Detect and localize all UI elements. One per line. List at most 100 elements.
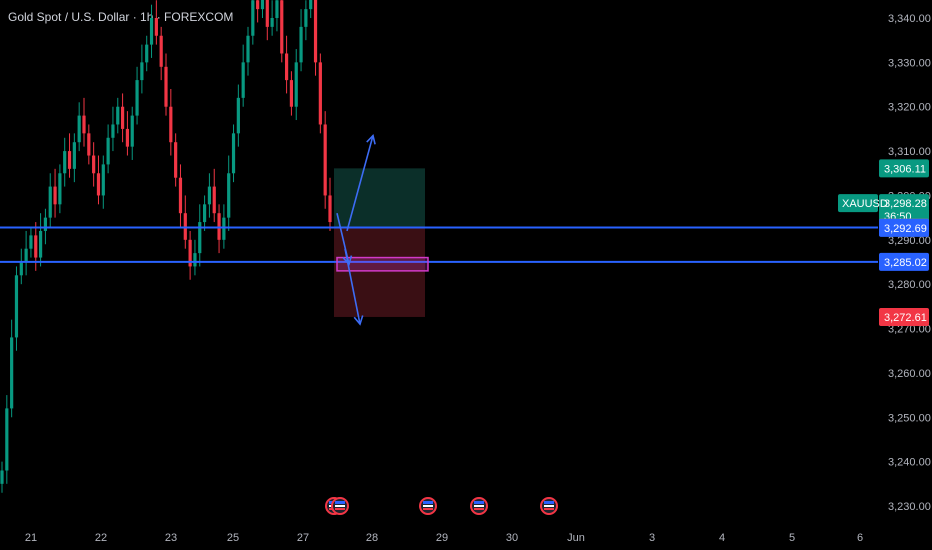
stop-zone[interactable] xyxy=(334,227,425,317)
candle[interactable] xyxy=(111,124,115,138)
candle[interactable] xyxy=(169,106,173,143)
candle[interactable] xyxy=(275,0,279,19)
candle[interactable] xyxy=(260,0,265,10)
arrow-down-short[interactable] xyxy=(336,213,350,265)
y-tick-label: 3,280.00 xyxy=(888,279,931,291)
candle[interactable] xyxy=(159,35,163,67)
candle[interactable] xyxy=(96,173,101,196)
candle[interactable] xyxy=(227,173,231,218)
price-badge-label: 3,292.69 xyxy=(884,223,927,235)
candle[interactable] xyxy=(72,142,76,169)
candle[interactable] xyxy=(323,124,327,196)
x-tick-label: 5 xyxy=(789,532,795,544)
entry-box[interactable] xyxy=(336,256,429,272)
candle[interactable] xyxy=(38,230,43,258)
event-flag-stripe xyxy=(544,505,554,507)
target-zone[interactable] xyxy=(334,168,425,228)
y-tick-label: 3,320.00 xyxy=(888,102,931,114)
candle[interactable] xyxy=(87,133,91,156)
x-tick-label: 23 xyxy=(165,532,177,544)
candle[interactable] xyxy=(24,248,28,262)
y-tick-label: 3,250.00 xyxy=(888,412,931,424)
arrow-down-head xyxy=(353,315,364,326)
candle[interactable] xyxy=(145,44,149,63)
candle[interactable] xyxy=(164,66,168,107)
candle[interactable] xyxy=(29,235,33,249)
candle[interactable] xyxy=(63,151,67,174)
event-flag-stripe xyxy=(474,505,484,507)
price-badge-label: 3,298.28 xyxy=(884,198,927,210)
candle[interactable] xyxy=(280,0,284,54)
candle[interactable] xyxy=(130,115,134,147)
event-flag-stripe xyxy=(335,501,345,504)
candle[interactable] xyxy=(53,186,57,205)
candle[interactable] xyxy=(10,337,14,409)
candle[interactable] xyxy=(67,151,72,169)
candle[interactable] xyxy=(251,0,255,36)
candle[interactable] xyxy=(140,62,144,81)
candle[interactable] xyxy=(193,253,197,267)
event-flag-stripe xyxy=(335,505,345,507)
candle[interactable] xyxy=(313,0,318,63)
candle[interactable] xyxy=(178,177,183,214)
candle[interactable] xyxy=(231,133,236,174)
candle[interactable] xyxy=(135,80,139,116)
candle[interactable] xyxy=(289,80,294,107)
candle[interactable] xyxy=(116,106,120,125)
candle[interactable] xyxy=(106,137,110,165)
candle[interactable] xyxy=(43,217,48,231)
candle[interactable] xyxy=(14,275,19,338)
candle[interactable] xyxy=(58,173,62,205)
event-flag-stripe xyxy=(423,508,433,510)
x-tick-label: 6 xyxy=(857,532,863,544)
candle[interactable] xyxy=(125,128,130,147)
candle[interactable] xyxy=(309,0,313,10)
arrow-up[interactable] xyxy=(346,135,374,232)
price-badge-4 xyxy=(879,218,929,237)
candle[interactable] xyxy=(256,0,260,10)
candle[interactable] xyxy=(304,9,308,27)
candle[interactable] xyxy=(188,239,192,267)
candle[interactable] xyxy=(174,142,178,178)
y-tick-label: 3,330.00 xyxy=(888,57,931,69)
candle[interactable] xyxy=(154,18,158,36)
y-tick-label: 3,270.00 xyxy=(888,324,931,336)
candle[interactable] xyxy=(19,262,23,276)
candle[interactable] xyxy=(284,53,289,81)
candle[interactable] xyxy=(294,62,298,107)
candle[interactable] xyxy=(5,408,9,471)
candle[interactable] xyxy=(198,222,202,254)
candle[interactable] xyxy=(241,62,245,98)
candle[interactable] xyxy=(212,186,216,214)
candle[interactable] xyxy=(246,35,250,63)
candle[interactable] xyxy=(77,115,81,143)
event-flag-stripe xyxy=(474,508,484,510)
candle[interactable] xyxy=(207,186,212,205)
x-tick-label: 22 xyxy=(95,532,107,544)
candle[interactable] xyxy=(101,164,105,196)
y-tick-label: 3,230.00 xyxy=(888,501,931,513)
candle[interactable] xyxy=(299,26,303,63)
candle[interactable] xyxy=(34,235,38,258)
x-tick-label: Jun xyxy=(567,532,585,544)
candle[interactable] xyxy=(92,155,96,174)
candle[interactable] xyxy=(120,106,125,129)
x-tick-label: 21 xyxy=(25,532,37,544)
event-flag-stripe xyxy=(544,508,554,510)
candle[interactable] xyxy=(270,18,274,27)
price-badge-label: 3,272.61 xyxy=(884,312,927,324)
event-flag-stripe xyxy=(423,501,433,504)
price-badge-2 xyxy=(879,194,929,225)
candle[interactable] xyxy=(328,195,332,223)
chart-title: Gold Spot / U.S. Dollar · 1h · FOREXCOM xyxy=(8,10,234,24)
candle[interactable] xyxy=(265,0,269,27)
candle[interactable] xyxy=(236,97,240,134)
candle[interactable] xyxy=(318,62,322,125)
candle[interactable] xyxy=(82,115,86,134)
candle[interactable] xyxy=(222,217,226,240)
candle[interactable] xyxy=(149,18,154,45)
candle[interactable] xyxy=(0,470,4,484)
candle[interactable] xyxy=(48,186,52,218)
candle[interactable] xyxy=(202,204,207,223)
